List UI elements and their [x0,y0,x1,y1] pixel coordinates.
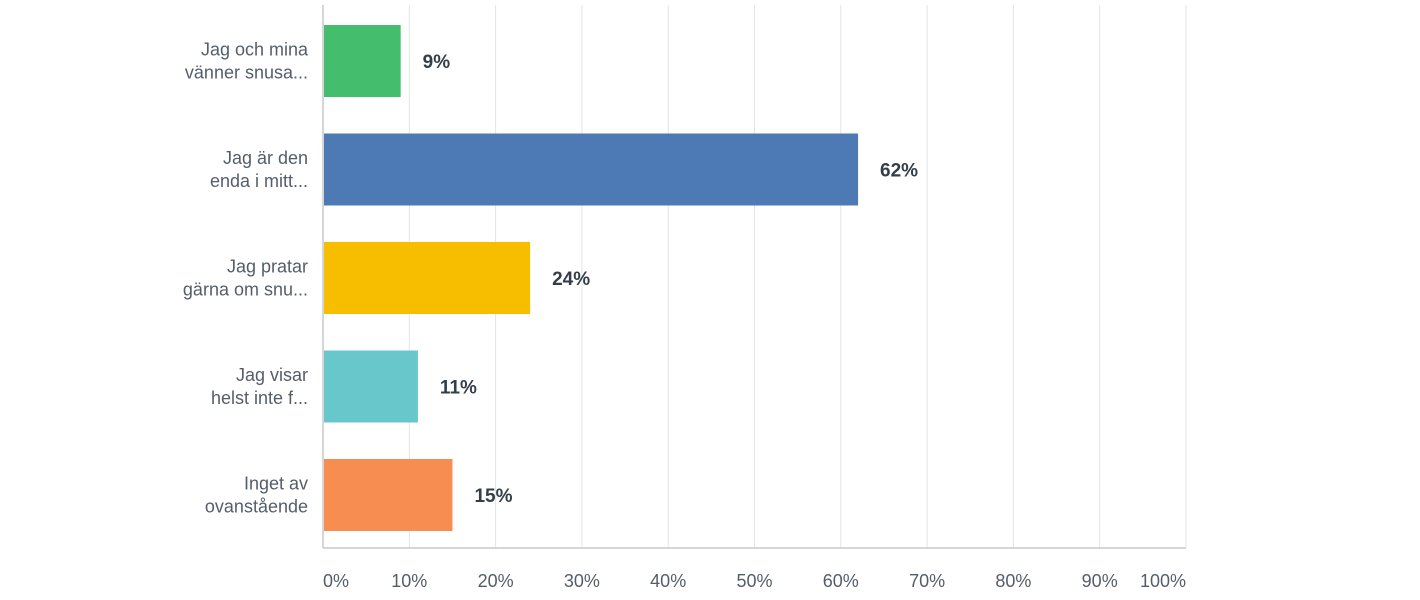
x-tick-label: 0% [323,571,349,591]
value-label-2: 62% [880,161,918,182]
category-label-4-line-1: Jag visar [236,365,308,385]
value-label-3: 24% [552,269,590,290]
category-label-3-line-2: gärna om snu... [183,280,308,300]
category-label-3-line-1: Jag pratar [227,257,308,277]
category-label-5-line-2: ovanstående [205,497,308,517]
bar-2[interactable] [324,133,859,206]
value-label-1: 9% [423,52,451,73]
x-tick-label: 30% [564,571,600,591]
bars-layer [324,25,859,531]
category-label-1-line-2: vänner snusa... [185,63,308,83]
x-tick-label: 20% [478,571,514,591]
x-tick-label: 60% [823,571,859,591]
category-label-2-line-2: enda i mitt... [210,171,308,191]
grid-layer [322,5,1187,549]
category-label-4-line-2: helst inte f... [211,388,308,408]
bar-1[interactable] [324,25,401,97]
ticks-layer: 0% 10% 20% 30% 40% 50% 60% 70% 80% 90% 100% [323,571,1186,591]
x-tick-label: 80% [995,571,1031,591]
category-label-1-line-1: Jag och mina [201,40,309,60]
category-label-5-line-1: Inget av [244,474,308,494]
value-label-4: 11% [440,378,477,399]
x-tick-label: 10% [391,571,427,591]
bar-4[interactable] [324,350,418,423]
value-label-5: 15% [474,486,512,507]
x-tick-label: 100% [1140,571,1186,591]
x-tick-label: 70% [909,571,945,591]
labels-layer: 9% Jag och mina vänner snusa... 62% Jag är d… [183,40,918,517]
bar-3[interactable] [324,242,531,314]
x-tick-label: 90% [1082,571,1118,591]
bar-5[interactable] [324,459,453,531]
x-tick-label: 50% [736,571,772,591]
x-tick-label: 40% [650,571,686,591]
category-label-2-line-1: Jag är den [223,148,308,168]
